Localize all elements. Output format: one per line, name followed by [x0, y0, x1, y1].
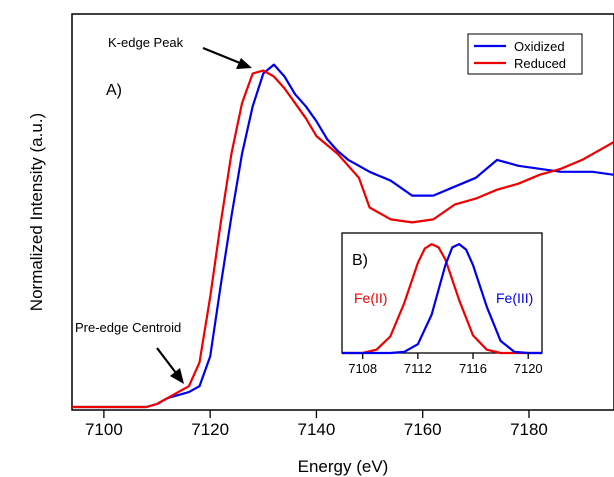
legend: Oxidized Reduced	[467, 33, 583, 75]
y-axis-title: Normalized Intensity (a.u.)	[27, 113, 46, 311]
k-edge-peak-annotation: K-edge Peak	[108, 35, 184, 50]
legend-label-reduced: Reduced	[514, 56, 566, 71]
inset-x-tick-label: 7120	[514, 361, 543, 376]
panel-a-label: A)	[106, 82, 122, 99]
panel-b-label: B)	[352, 252, 368, 269]
x-axis-title: Energy (eV)	[298, 457, 389, 476]
k-edge-arrow	[202, 46, 252, 69]
inset-x-tick-label: 7116	[459, 361, 487, 376]
main-plot-frame	[71, 13, 614, 411]
main-x-tick-label: 7140	[298, 420, 336, 439]
inset-label-fe-iii: Fe(III)	[496, 290, 533, 306]
legend-box	[467, 33, 583, 75]
main-x-ticks: 7100 7120 7140 7160 7180	[85, 410, 548, 439]
inset-series-fe-iii	[342, 243, 542, 355]
main-x-tick-label: 7120	[191, 420, 229, 439]
pre-edge-arrow	[156, 347, 184, 384]
legend-label-oxidized: Oxidized	[514, 39, 565, 54]
main-series-reduced	[72, 69, 614, 409]
inset-x-tick-label: 7108	[348, 361, 377, 376]
main-x-tick-label: 7160	[404, 420, 442, 439]
main-series-group	[72, 63, 614, 409]
inset-label-fe-ii: Fe(II)	[354, 290, 387, 306]
main-series-oxidized	[72, 63, 614, 409]
main-x-tick-label: 7100	[85, 420, 123, 439]
inset-x-tick-label: 7112	[404, 361, 432, 376]
inset-x-ticks: 7108 7112 7116 7120	[348, 353, 543, 376]
inset-series-fe-ii	[342, 243, 542, 355]
inset-series-group	[342, 243, 542, 355]
pre-edge-centroid-annotation: Pre-edge Centroid	[75, 320, 181, 335]
main-x-tick-label: 7180	[510, 420, 548, 439]
